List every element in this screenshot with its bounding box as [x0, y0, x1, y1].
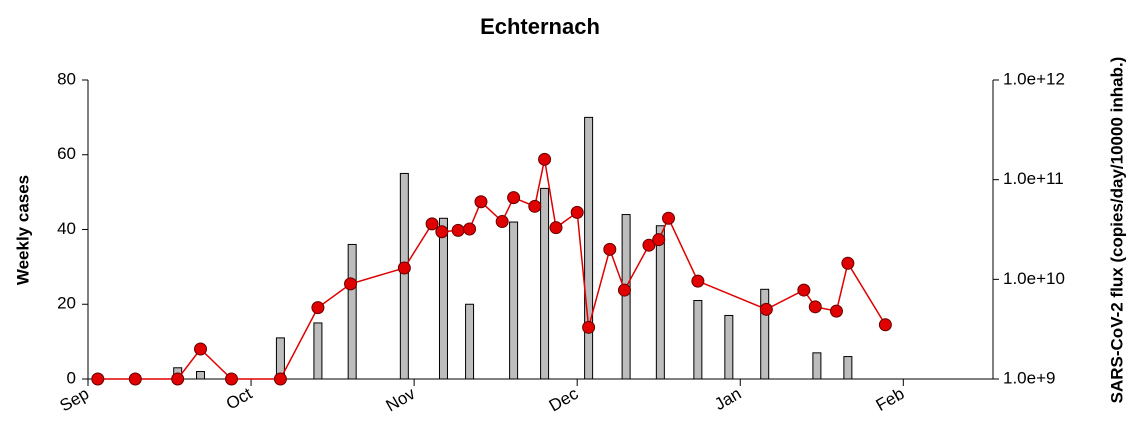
y2-tick-label: 1.0e+9	[1003, 368, 1055, 387]
point	[570, 205, 584, 219]
bar	[843, 356, 853, 380]
bar	[196, 371, 206, 380]
point	[829, 304, 843, 318]
point	[582, 320, 596, 334]
point	[603, 242, 617, 256]
x-tick-label: Feb	[873, 384, 908, 415]
bar	[584, 116, 594, 380]
y2-tick-label: 1.0e+10	[1003, 269, 1065, 288]
point	[759, 302, 773, 316]
bar	[724, 314, 734, 380]
point	[495, 215, 509, 229]
point	[808, 300, 822, 314]
bar	[438, 217, 448, 380]
bar	[540, 187, 550, 380]
point	[549, 221, 563, 235]
bar	[313, 322, 323, 380]
chart-title: Echternach	[480, 14, 600, 39]
point	[311, 301, 325, 315]
bar	[347, 243, 357, 380]
x-tick-label: Dec	[546, 384, 582, 416]
point	[538, 152, 552, 166]
x-tick-label: Jan	[711, 384, 744, 414]
y2-axis-label: SARS-CoV-2 flux (copies/day/10000 inhab.…	[1107, 57, 1126, 404]
bar	[509, 221, 519, 380]
x-tick-label: Sep	[57, 384, 93, 416]
point	[797, 283, 811, 297]
bar	[621, 214, 631, 380]
point	[652, 233, 666, 247]
point	[451, 223, 465, 237]
point	[507, 191, 521, 205]
point	[425, 217, 439, 231]
point	[662, 211, 676, 225]
point	[273, 372, 287, 386]
y-tick-label: 0	[67, 368, 76, 387]
y-tick-label: 80	[57, 69, 76, 88]
point	[617, 283, 631, 297]
bar	[465, 303, 475, 380]
point	[463, 222, 477, 236]
bar	[760, 288, 770, 380]
point	[194, 342, 208, 356]
point	[171, 372, 185, 386]
point	[128, 372, 142, 386]
y-tick-label: 40	[57, 219, 76, 238]
point	[344, 277, 358, 291]
x-tick-label: Oct	[223, 384, 256, 414]
y-tick-label: 60	[57, 144, 76, 163]
point	[528, 199, 542, 213]
point	[878, 318, 892, 332]
y2-tick-label: 1.0e+12	[1003, 69, 1065, 88]
bar	[693, 300, 703, 380]
bar	[655, 225, 665, 380]
point	[397, 261, 411, 275]
y-tick-label: 20	[57, 294, 76, 313]
point	[474, 195, 488, 209]
y2-tick-label: 1.0e+11	[1003, 169, 1064, 188]
point	[435, 225, 449, 239]
point	[841, 256, 855, 270]
point	[642, 238, 656, 252]
point	[224, 372, 238, 386]
point	[691, 274, 705, 288]
bar	[399, 172, 409, 380]
y-axis-label: Weekly cases	[13, 175, 32, 285]
bar	[812, 352, 822, 380]
point	[91, 372, 105, 386]
x-tick-label: Nov	[383, 384, 419, 416]
